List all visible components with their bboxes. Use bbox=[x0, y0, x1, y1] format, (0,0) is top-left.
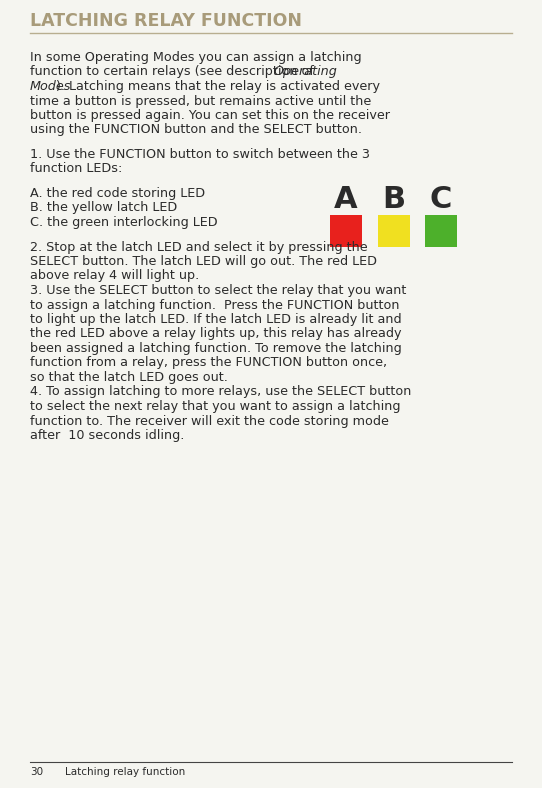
Text: 2. Stop at the latch LED and select it by pressing the: 2. Stop at the latch LED and select it b… bbox=[30, 240, 367, 254]
Text: to light up the latch LED. If the latch LED is already lit and: to light up the latch LED. If the latch … bbox=[30, 313, 402, 326]
Text: function LEDs:: function LEDs: bbox=[30, 162, 122, 176]
Text: SELECT button. The latch LED will go out. The red LED: SELECT button. The latch LED will go out… bbox=[30, 255, 377, 268]
Text: to assign a latching function.  Press the FUNCTION button: to assign a latching function. Press the… bbox=[30, 299, 399, 311]
Text: ). Latching means that the relay is activated every: ). Latching means that the relay is acti… bbox=[56, 80, 380, 93]
Text: C: C bbox=[430, 185, 452, 214]
Bar bbox=[330, 215, 362, 247]
Text: function to certain relays (see description of: function to certain relays (see descript… bbox=[30, 65, 318, 79]
Text: button is pressed again. You can set this on the receiver: button is pressed again. You can set thi… bbox=[30, 109, 390, 122]
Text: to select the next relay that you want to assign a latching: to select the next relay that you want t… bbox=[30, 400, 401, 413]
Text: 1. Use the FUNCTION button to switch between the 3: 1. Use the FUNCTION button to switch bet… bbox=[30, 148, 370, 161]
Text: after  10 seconds idling.: after 10 seconds idling. bbox=[30, 429, 184, 442]
Text: B: B bbox=[383, 185, 405, 214]
Text: A: A bbox=[334, 185, 358, 214]
Text: LATCHING RELAY FUNCTION: LATCHING RELAY FUNCTION bbox=[30, 12, 302, 30]
Text: the red LED above a relay lights up, this relay has already: the red LED above a relay lights up, thi… bbox=[30, 328, 402, 340]
Text: above relay 4 will light up.: above relay 4 will light up. bbox=[30, 269, 199, 283]
Text: A. the red code storing LED: A. the red code storing LED bbox=[30, 187, 205, 200]
Text: B. the yellow latch LED: B. the yellow latch LED bbox=[30, 202, 177, 214]
Bar bbox=[425, 215, 457, 247]
Text: C. the green interlocking LED: C. the green interlocking LED bbox=[30, 216, 218, 229]
Text: function from a relay, press the FUNCTION button once,: function from a relay, press the FUNCTIO… bbox=[30, 356, 387, 370]
Text: Modes: Modes bbox=[30, 80, 72, 93]
Text: time a button is pressed, but remains active until the: time a button is pressed, but remains ac… bbox=[30, 95, 371, 107]
Text: function to. The receiver will exit the code storing mode: function to. The receiver will exit the … bbox=[30, 414, 389, 428]
Text: 4. To assign latching to more relays, use the SELECT button: 4. To assign latching to more relays, us… bbox=[30, 385, 411, 399]
Text: been assigned a latching function. To remove the latching: been assigned a latching function. To re… bbox=[30, 342, 402, 355]
Text: In some Operating Modes you can assign a latching: In some Operating Modes you can assign a… bbox=[30, 51, 362, 64]
Text: Latching relay function: Latching relay function bbox=[65, 767, 185, 777]
Text: 30: 30 bbox=[30, 767, 43, 777]
Text: using the FUNCTION button and the SELECT button.: using the FUNCTION button and the SELECT… bbox=[30, 124, 362, 136]
Bar bbox=[378, 215, 410, 247]
Text: so that the latch LED goes out.: so that the latch LED goes out. bbox=[30, 371, 228, 384]
Text: 3. Use the SELECT button to select the relay that you want: 3. Use the SELECT button to select the r… bbox=[30, 284, 406, 297]
Text: Operating: Operating bbox=[274, 65, 337, 79]
